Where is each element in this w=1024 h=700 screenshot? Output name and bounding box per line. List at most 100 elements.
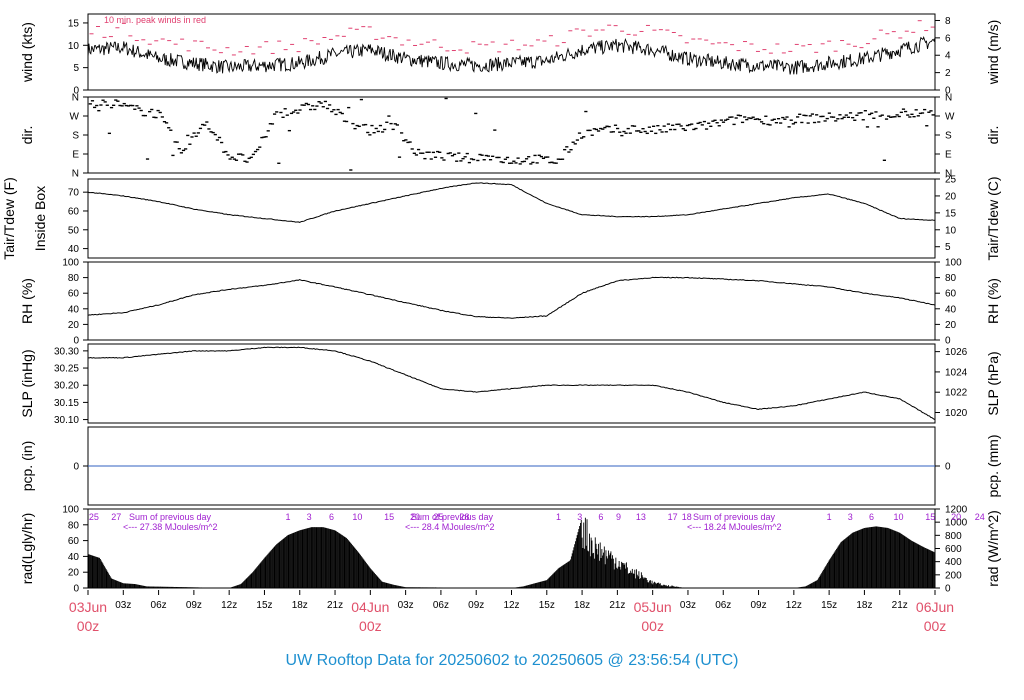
y-axis-label-right: rad (W/m^2) <box>985 510 1001 587</box>
right-tick-label: 400 <box>945 557 962 568</box>
y-axis-label-left: RH (%) <box>19 278 35 324</box>
left-tick-label: 40 <box>68 552 80 563</box>
y-axis-label-right: dir. <box>985 126 1001 145</box>
rad-hour-label: 17 <box>668 512 678 522</box>
series-line-temp <box>87 182 936 223</box>
left-tick-label: 0 <box>73 462 79 473</box>
rad-sum-value: <--- 28.4 MJoules/m^2 <box>405 522 495 532</box>
left-tick-label: 80 <box>68 273 80 284</box>
right-tick-label: 100 <box>945 258 962 269</box>
rad-sum-label: Sum of previous day <box>693 512 776 522</box>
left-tick-label: 0 <box>73 86 79 97</box>
left-tick-label: 40 <box>68 244 80 255</box>
panel-rh: 0 20 40 60 80 100 0 20 40 60 80 100 RH (%) RH (%) <box>19 258 1001 347</box>
rad-sum-value: <--- 18.24 MJoules/m^2 <box>687 522 782 532</box>
y-axis-label-left: Tair/Tdew (F) <box>1 177 17 259</box>
rad-hour-label: 24 <box>975 512 985 522</box>
peak-wind-legend: 10 min. peak winds in red <box>104 15 206 25</box>
right-tick-label: 1022 <box>945 388 968 399</box>
left-tick-label: 30.30 <box>54 346 79 357</box>
right-tick-label: 800 <box>945 531 962 542</box>
right-tick-label: 1020 <box>945 408 968 419</box>
left-tick-label: N <box>72 93 79 104</box>
rad-sum-label: Sum of previous day <box>129 512 212 522</box>
x-hour-label: 09z <box>468 600 484 611</box>
x-hour-label: 15z <box>539 600 555 611</box>
right-tick-label: 20 <box>945 320 957 331</box>
rad-hour-label: 6 <box>869 512 874 522</box>
x-hour-label: 03z <box>115 600 131 611</box>
right-tick-label: W <box>945 112 955 123</box>
x-hour-label: 21z <box>609 600 625 611</box>
rad-hour-label: 1 <box>827 512 832 522</box>
rad-hour-label: 28 <box>459 512 469 522</box>
x-hour-label: 09z <box>750 600 766 611</box>
x-hour-label: 09z <box>186 600 202 611</box>
x-axis: 03z 06z 09z 12z 15z 18z 21z 03z 06z 09z 12z 15z 18z 2… <box>69 590 954 634</box>
left-tick-label: 60 <box>68 536 80 547</box>
x-hour-label: 12z <box>503 600 519 611</box>
panel-frame <box>87 261 936 341</box>
left-tick-label: 30.25 <box>54 364 79 375</box>
right-tick-label: 0 <box>945 86 951 97</box>
y-axis-label-left: pcp. (in) <box>19 441 35 492</box>
y-axis-label-right: pcp. (mm) <box>985 435 1001 498</box>
right-tick-label: 10 <box>945 225 957 236</box>
right-tick-label: 1000 <box>945 518 968 529</box>
series-line-rh <box>87 276 936 319</box>
right-tick-label: 0 <box>945 336 951 347</box>
left-tick-label: W <box>70 112 80 123</box>
x-date-label: 05Jun <box>634 599 672 615</box>
left-tick-label: 80 <box>68 520 80 531</box>
left-tick-label: S <box>72 131 79 142</box>
x-hour-label: 03z <box>680 600 696 611</box>
y-axis-label-left: wind (kts) <box>19 22 35 83</box>
panel-temp: 40 50 60 70 5 10 15 20 25 Tair/Tdew (F) Inside Box… <box>1 175 1001 261</box>
left-tick-label: 20 <box>68 568 80 579</box>
rad-sum-value: <--- 27.38 MJoules/m^2 <box>123 522 218 532</box>
right-tick-label: 2 <box>945 68 951 79</box>
rad-hour-label: 10 <box>894 512 904 522</box>
rad-sum-label: Sum of previous day <box>411 512 494 522</box>
right-tick-label: 1024 <box>945 367 968 378</box>
y-axis-label-left-secondary: Inside Box <box>32 186 48 251</box>
right-tick-label: 25 <box>945 175 957 186</box>
y-axis-label-left: SLP (inHg) <box>19 349 35 417</box>
right-tick-label: 1200 <box>945 505 968 516</box>
left-tick-label: 10 <box>68 41 80 52</box>
right-tick-label: S <box>945 131 952 142</box>
x-hour-label: 21z <box>892 600 908 611</box>
x-hour-label: 18z <box>292 600 308 611</box>
rad-hour-label: 1 <box>285 512 290 522</box>
right-tick-label: 15 <box>945 208 957 219</box>
rad-hour-label: 20 <box>410 512 420 522</box>
panel-rad: 020406080100020040060080010001200rad(Lgl… <box>19 505 1001 595</box>
rad-hour-label: 18 <box>682 512 692 522</box>
y-axis-label-right: SLP (hPa) <box>985 351 1001 415</box>
left-tick-label: 70 <box>68 188 80 199</box>
panel-wind: 0 5 10 15 0 2 4 6 8 wind (kts) wind (m/s) 10 min. p… <box>19 13 1001 97</box>
right-tick-label: 8 <box>945 16 951 27</box>
x-hour-label: 03z <box>398 600 414 611</box>
x-hour-label: 18z <box>856 600 872 611</box>
x-date-time-label: 00z <box>924 618 947 634</box>
rad-hour-label: 6 <box>329 512 334 522</box>
right-tick-label: 80 <box>945 273 957 284</box>
x-hour-label: 21z <box>327 600 343 611</box>
left-tick-label: 100 <box>62 258 79 269</box>
rad-hour-label: 10 <box>352 512 362 522</box>
x-date-time-label: 00z <box>641 618 664 634</box>
panel-pcp: 0 0 pcp. (in) pcp. (mm) <box>19 426 1001 506</box>
right-tick-label: 4 <box>945 51 951 62</box>
x-hour-label: 12z <box>786 600 802 611</box>
x-hour-label: 18z <box>574 600 590 611</box>
panel-frame <box>87 508 936 589</box>
series-line-slp <box>88 346 936 421</box>
x-hour-label: 15z <box>821 600 837 611</box>
panel-frame <box>87 178 936 259</box>
rad-hour-label: 25 <box>89 512 99 522</box>
left-tick-label: 0 <box>73 336 79 347</box>
